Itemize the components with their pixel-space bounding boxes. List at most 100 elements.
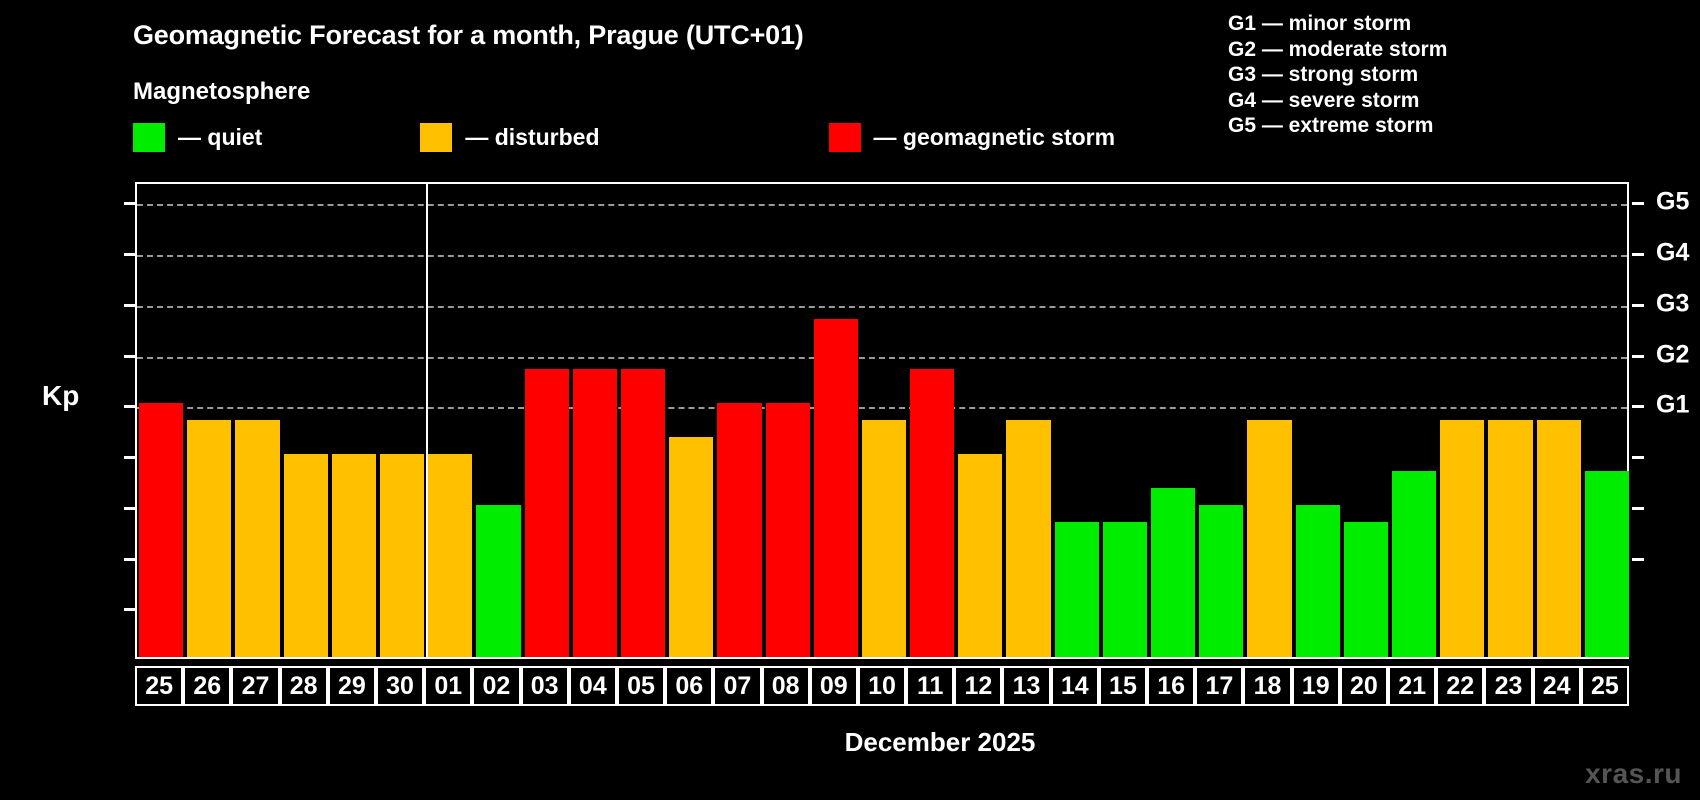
bar-day-22	[1440, 420, 1485, 657]
y-axis-title: Kp	[42, 380, 80, 411]
g-scale-line-4: G4 — severe storm	[1228, 88, 1420, 112]
bar-day-16	[1151, 488, 1196, 657]
date-label-15: 10	[857, 666, 907, 706]
bar-day-08	[765, 403, 810, 657]
bar-day-23	[1488, 420, 1533, 657]
date-label-12: 07	[713, 666, 762, 706]
quiet-legend-label: — quiet	[178, 124, 263, 150]
bar-day-03	[524, 369, 569, 657]
page-title: Geomagnetic Forecast for a month, Prague…	[133, 20, 804, 50]
g-scale-line-1: G1 — minor storm	[1228, 12, 1412, 35]
bar-day-01	[428, 454, 473, 657]
date-label-7: 02	[472, 666, 521, 706]
bar-day-02	[476, 504, 521, 657]
disturbed-swatch-icon	[420, 123, 453, 152]
storm-legend: — geomagnetic storm	[828, 123, 1116, 152]
bar-day-25	[1584, 470, 1629, 657]
g-tick-label-g5: G5	[1656, 187, 1690, 216]
date-label-0: 25	[135, 666, 184, 706]
date-label-3: 28	[279, 666, 328, 706]
forecast-divider	[426, 184, 429, 657]
plot-area	[135, 182, 1629, 659]
date-label-24: 19	[1291, 666, 1340, 706]
bar-day-28	[283, 454, 328, 657]
bar-day-06	[669, 437, 714, 657]
date-label-28: 23	[1484, 666, 1533, 706]
date-label-17: 12	[954, 666, 1003, 706]
bar-day-13	[1006, 420, 1051, 657]
bar-day-05	[620, 369, 666, 657]
date-label-19: 14	[1050, 666, 1099, 706]
bar-day-18	[1247, 420, 1292, 657]
magnetosphere-legend: — quiet — disturbed — geomagnetic storm	[133, 123, 1115, 152]
bar-day-17	[1199, 504, 1244, 657]
bar-day-30	[379, 454, 425, 657]
date-label-20: 15	[1098, 666, 1148, 706]
bar-day-19	[1295, 504, 1340, 657]
bar-day-09	[813, 318, 858, 657]
g-tick-mark-g5	[1632, 202, 1644, 206]
bar-day-12	[958, 454, 1003, 657]
g-tick-mark-g2	[1632, 354, 1644, 358]
bars	[137, 184, 1629, 657]
y-tick-mark-7	[124, 303, 135, 307]
bar-day-29	[331, 454, 376, 657]
storm-legend-label: — geomagnetic storm	[873, 124, 1116, 150]
g-tick-mark-g4	[1632, 253, 1644, 257]
bar-day-07	[717, 403, 762, 657]
date-label-25: 20	[1339, 666, 1389, 706]
g-minor-tick-3	[1632, 506, 1644, 510]
date-label-23: 18	[1243, 666, 1292, 706]
y-tick-mark-2	[124, 557, 135, 561]
date-label-11: 06	[665, 666, 714, 706]
date-label-14: 09	[809, 666, 858, 706]
bar-day-25	[139, 403, 184, 657]
y-tick-mark-9	[124, 202, 135, 206]
date-label-9: 04	[568, 666, 617, 706]
gridline-kp-8	[137, 255, 1627, 258]
g-tick-label-g2: G2	[1656, 340, 1690, 369]
bar-day-24	[1536, 420, 1581, 657]
date-label-30: 25	[1580, 666, 1629, 706]
g-scale-line-5: G5 — extreme storm	[1228, 114, 1434, 138]
g-scale-line-3: G3 — strong storm	[1228, 63, 1419, 87]
g-scale-legend: G1 — minor storm G2 — moderate storm G3 — …	[1228, 11, 1447, 139]
bar-day-15	[1102, 521, 1148, 657]
watermark: xras.ru	[1585, 758, 1682, 789]
gridline-kp-9	[137, 204, 1627, 207]
y-tick-mark-1	[124, 608, 135, 612]
date-label-2: 27	[231, 666, 280, 706]
date-label-16: 11	[906, 666, 955, 706]
quiet-swatch-icon	[133, 123, 165, 152]
y-tick-mark-8	[124, 253, 135, 257]
g-minor-tick-4	[1632, 456, 1644, 460]
bar-day-27	[235, 420, 280, 657]
date-label-29: 24	[1532, 666, 1581, 706]
plot-inner	[137, 184, 1629, 657]
y-tick-mark-4	[124, 456, 135, 460]
date-label-4: 29	[327, 666, 376, 706]
bar-day-21	[1392, 470, 1437, 657]
g-tick-label-g4: G4	[1656, 238, 1690, 267]
g-tick-mark-g3	[1632, 303, 1644, 307]
g-tick-label-g3: G3	[1656, 289, 1690, 318]
magnetosphere-heading: Magnetosphere	[133, 78, 311, 105]
date-label-13: 08	[761, 666, 810, 706]
y-tick-mark-3	[124, 506, 135, 510]
date-label-21: 16	[1147, 666, 1196, 706]
storm-swatch-icon	[828, 123, 861, 152]
date-label-8: 03	[520, 666, 569, 706]
gridline-kp-5	[137, 407, 1627, 410]
gridline-kp-6	[137, 356, 1627, 359]
date-label-10: 05	[616, 666, 666, 706]
date-label-6: 01	[424, 666, 473, 706]
quiet-legend: — quiet	[133, 123, 262, 152]
y-tick-mark-5	[124, 405, 135, 409]
g-scale-line-2: G2 — moderate storm	[1228, 37, 1448, 61]
date-label-22: 17	[1195, 666, 1244, 706]
date-label-18: 13	[1002, 666, 1051, 706]
g-tick-label-g1: G1	[1656, 390, 1690, 419]
y-tick-mark-6	[124, 354, 135, 358]
bar-day-14	[1054, 521, 1099, 657]
bar-day-26	[187, 420, 232, 657]
